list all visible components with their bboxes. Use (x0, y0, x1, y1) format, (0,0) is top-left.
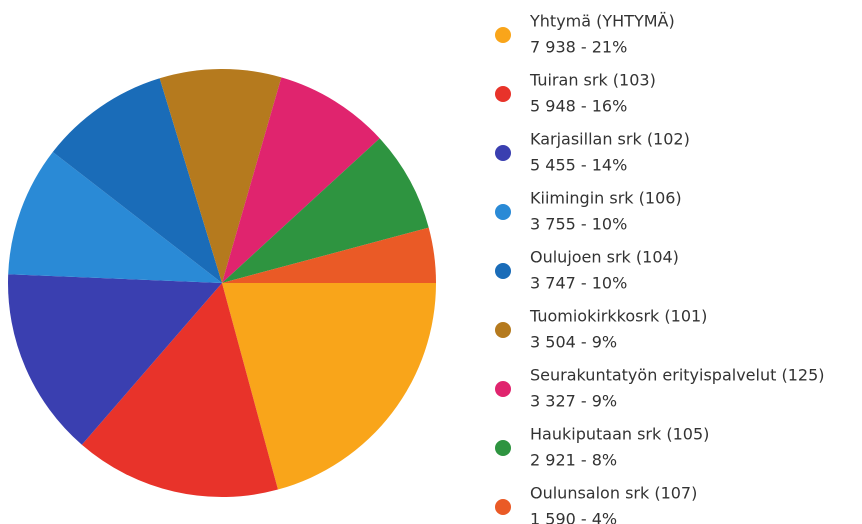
legend-value: 3 747 - 10% (530, 274, 627, 293)
legend-value: 3 327 - 9% (530, 392, 617, 411)
legend-label: Haukiputaan srk (105) (530, 425, 709, 444)
pie-slice (222, 138, 429, 283)
legend-value: 3 755 - 10% (530, 215, 627, 234)
legend-label: Tuiran srk (103) (529, 71, 656, 90)
legend-value: 5 948 - 16% (530, 97, 627, 116)
legend-label: Yhtymä (YHTYMÄ) (529, 12, 675, 31)
legend-label: Oulujoen srk (104) (530, 248, 679, 267)
legend-marker (495, 27, 511, 43)
legend-marker (495, 204, 511, 220)
legend-marker (495, 440, 511, 456)
legend-marker (495, 381, 511, 397)
legend-label: Karjasillan srk (102) (530, 130, 690, 149)
legend-marker (495, 263, 511, 279)
legend-marker (495, 145, 511, 161)
pie-slice (159, 69, 282, 283)
legend-value: 5 455 - 14% (530, 156, 627, 175)
pie-slice (222, 283, 436, 490)
pie-slice (8, 152, 222, 283)
legend-label: Tuomiokirkkosrk (101) (529, 307, 707, 326)
legend-label: Seurakuntatyön erityispalvelut (125) (530, 366, 825, 385)
legend-label: Oulunsalon srk (107) (530, 484, 697, 503)
legend-marker (495, 499, 511, 515)
pie-slice (222, 77, 380, 283)
legend-marker (495, 322, 511, 338)
pie-slice (81, 283, 278, 497)
legend-marker (495, 86, 511, 102)
legend-value: 7 938 - 21% (530, 38, 627, 57)
legend-value: 2 921 - 8% (530, 451, 617, 470)
legend-value: 1 590 - 4% (530, 510, 617, 524)
legend-label: Kiimingin srk (106) (530, 189, 682, 208)
legend-value: 3 504 - 9% (530, 333, 617, 352)
pie-slice (8, 274, 222, 445)
pie-slice (222, 227, 436, 283)
pie-slice (52, 78, 222, 283)
